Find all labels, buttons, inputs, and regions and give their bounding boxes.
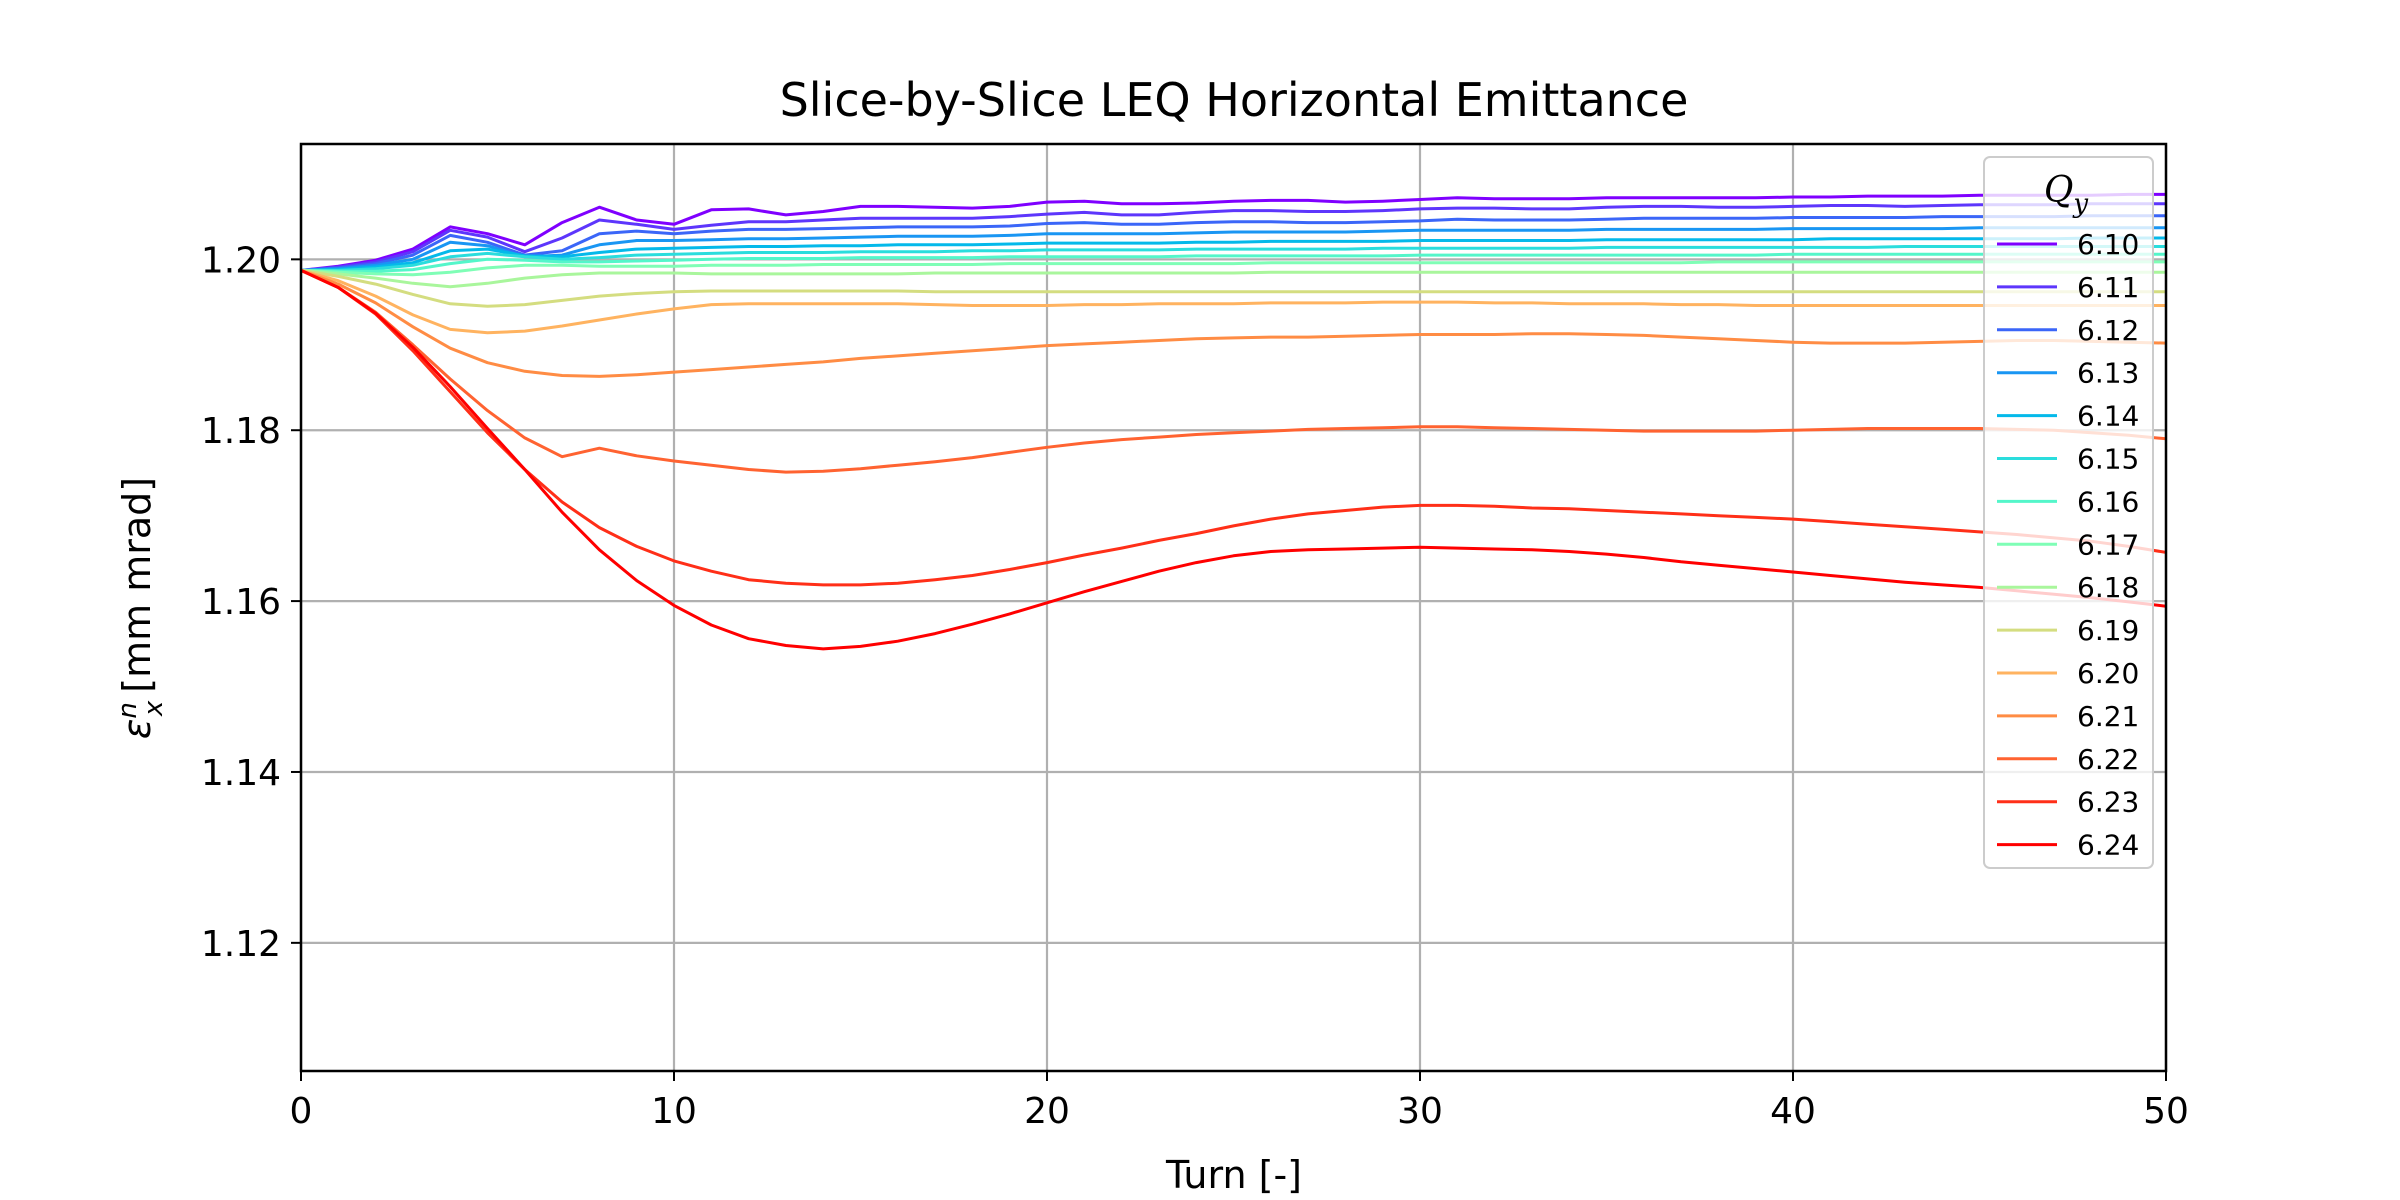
series-line-6-20	[301, 268, 2166, 335]
x-tick-label: 40	[1770, 1091, 1816, 1132]
series-line-6-15	[301, 245, 2166, 272]
x-tick-label: 20	[1024, 1091, 1070, 1132]
grid-lines	[299, 144, 2168, 1071]
legend-label: 6.15	[2077, 443, 2139, 476]
legend-title-main: Q	[2044, 170, 2074, 211]
x-tick-label: 30	[1397, 1091, 1443, 1132]
y-tick-label: 1.12	[201, 924, 281, 965]
y-tick-label: 1.20	[201, 240, 281, 281]
legend-label: 6.24	[2077, 829, 2139, 862]
y-tick-label: 1.16	[201, 582, 281, 623]
series-line-6-23	[301, 269, 2166, 587]
x-tick-label: 10	[651, 1091, 697, 1132]
legend-label: 6.22	[2077, 743, 2139, 776]
series-line-6-10	[301, 192, 2166, 272]
series-line-6-11	[301, 202, 2166, 272]
chart-title: Slice-by-Slice LEQ Horizontal Emittance	[780, 73, 1689, 127]
series-line-6-19	[301, 268, 2166, 308]
legend-label: 6.11	[2077, 271, 2139, 304]
x-tick-label: 0	[290, 1091, 313, 1132]
x-axis-ticks: 0 10 20 30 40 50	[290, 1071, 2189, 1132]
y-tick-label: 1.14	[201, 753, 281, 794]
legend-label: 6.10	[2077, 228, 2139, 261]
legend-label: 6.18	[2077, 571, 2139, 604]
legend-entries: 6.10 6.11 6.12 6.13 6.14 6.15 6.16 6.17 6.18 6.19…	[1997, 228, 2139, 862]
legend-label: 6.23	[2077, 786, 2139, 819]
x-axis-label: Turn [-]	[1165, 1153, 1302, 1197]
series-line-6-18	[301, 268, 2166, 289]
legend-label: 6.12	[2077, 314, 2139, 347]
series-line-6-24	[301, 269, 2166, 651]
series-line-6-12	[301, 214, 2166, 272]
legend: Qy 6.106.116.126.136.146.156.166.176.186…	[1983, 156, 2154, 869]
plot-frame	[299, 142, 2168, 1073]
y-axis-label-superscript: n	[113, 702, 143, 718]
y-axis-label-unit: [mm mrad]	[115, 477, 159, 693]
legend-label: 6.13	[2077, 357, 2139, 390]
y-axis-label: εnx [mm mrad]	[113, 477, 169, 739]
series-line-6-21	[301, 268, 2166, 378]
y-tick-label: 1.18	[201, 411, 281, 452]
legend-box	[1983, 156, 2154, 869]
x-tick-label: 50	[2143, 1091, 2189, 1132]
legend-label: 6.16	[2077, 485, 2139, 518]
series-line-6-13	[301, 226, 2166, 272]
legend-label: 6.14	[2077, 400, 2139, 433]
legend-label: 6.17	[2077, 528, 2139, 561]
y-axis-ticks: 1.12 1.14 1.16 1.18 1.20	[201, 240, 301, 965]
y-axis-label-subscript: x	[139, 700, 169, 717]
series-line-6-16	[301, 252, 2166, 273]
series-lines	[301, 192, 2166, 651]
y-axis-label-symbol: ε	[115, 719, 159, 740]
series-line-6-14	[301, 236, 2166, 272]
legend-title-subscript: y	[2072, 189, 2088, 219]
series-line-6-22	[301, 269, 2166, 474]
series-line-6-17	[301, 260, 2166, 277]
legend-title: Qy	[2044, 170, 2089, 219]
legend-label: 6.21	[2077, 700, 2139, 733]
legend-label: 6.19	[2077, 614, 2139, 647]
legend-label: 6.20	[2077, 657, 2139, 690]
plot-area	[301, 192, 2166, 651]
